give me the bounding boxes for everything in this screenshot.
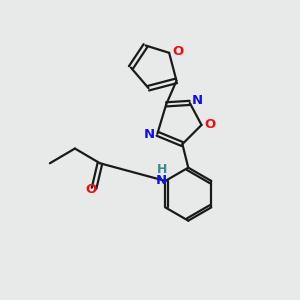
Text: N: N (192, 94, 203, 107)
Text: O: O (85, 183, 96, 196)
Text: H: H (157, 163, 167, 176)
Text: O: O (205, 118, 216, 131)
Text: O: O (172, 45, 183, 58)
Text: N: N (156, 174, 167, 187)
Text: N: N (144, 128, 155, 141)
